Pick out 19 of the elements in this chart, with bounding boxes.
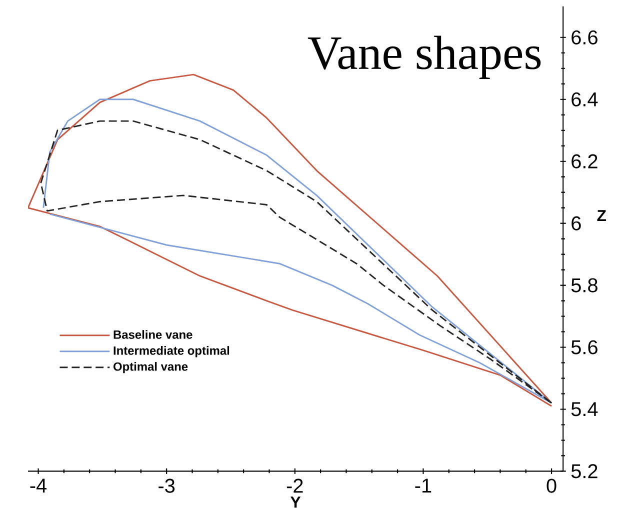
x-tick-label: -2 bbox=[286, 478, 303, 493]
y-tick-label: 5.6 bbox=[571, 340, 598, 354]
x-tick-label: -3 bbox=[158, 478, 175, 493]
y-tick-label: 5.4 bbox=[571, 402, 598, 416]
x-axis-title: Y bbox=[290, 496, 301, 508]
text: Vane shapes bbox=[308, 36, 541, 80]
y-tick-label: 5.8 bbox=[571, 278, 598, 292]
x-tick-label: 0 bbox=[546, 478, 556, 493]
y-axis-title: Z bbox=[597, 210, 606, 222]
y-tick-label: 6.6 bbox=[572, 30, 598, 44]
y-tick-label: 6.4 bbox=[572, 92, 598, 106]
y-tick-label: 6.2 bbox=[572, 154, 598, 168]
x-tick-label: -4 bbox=[30, 478, 47, 492]
y-tick-label: 6 bbox=[572, 216, 581, 230]
y-tick-label: 5.2 bbox=[571, 464, 598, 478]
x-tick-label: -1 bbox=[415, 478, 432, 492]
legend-label: Baseline vane bbox=[114, 330, 192, 339]
legend-label: Optimal vane bbox=[114, 362, 188, 374]
legend-label: Intermediate optimal bbox=[114, 346, 230, 358]
